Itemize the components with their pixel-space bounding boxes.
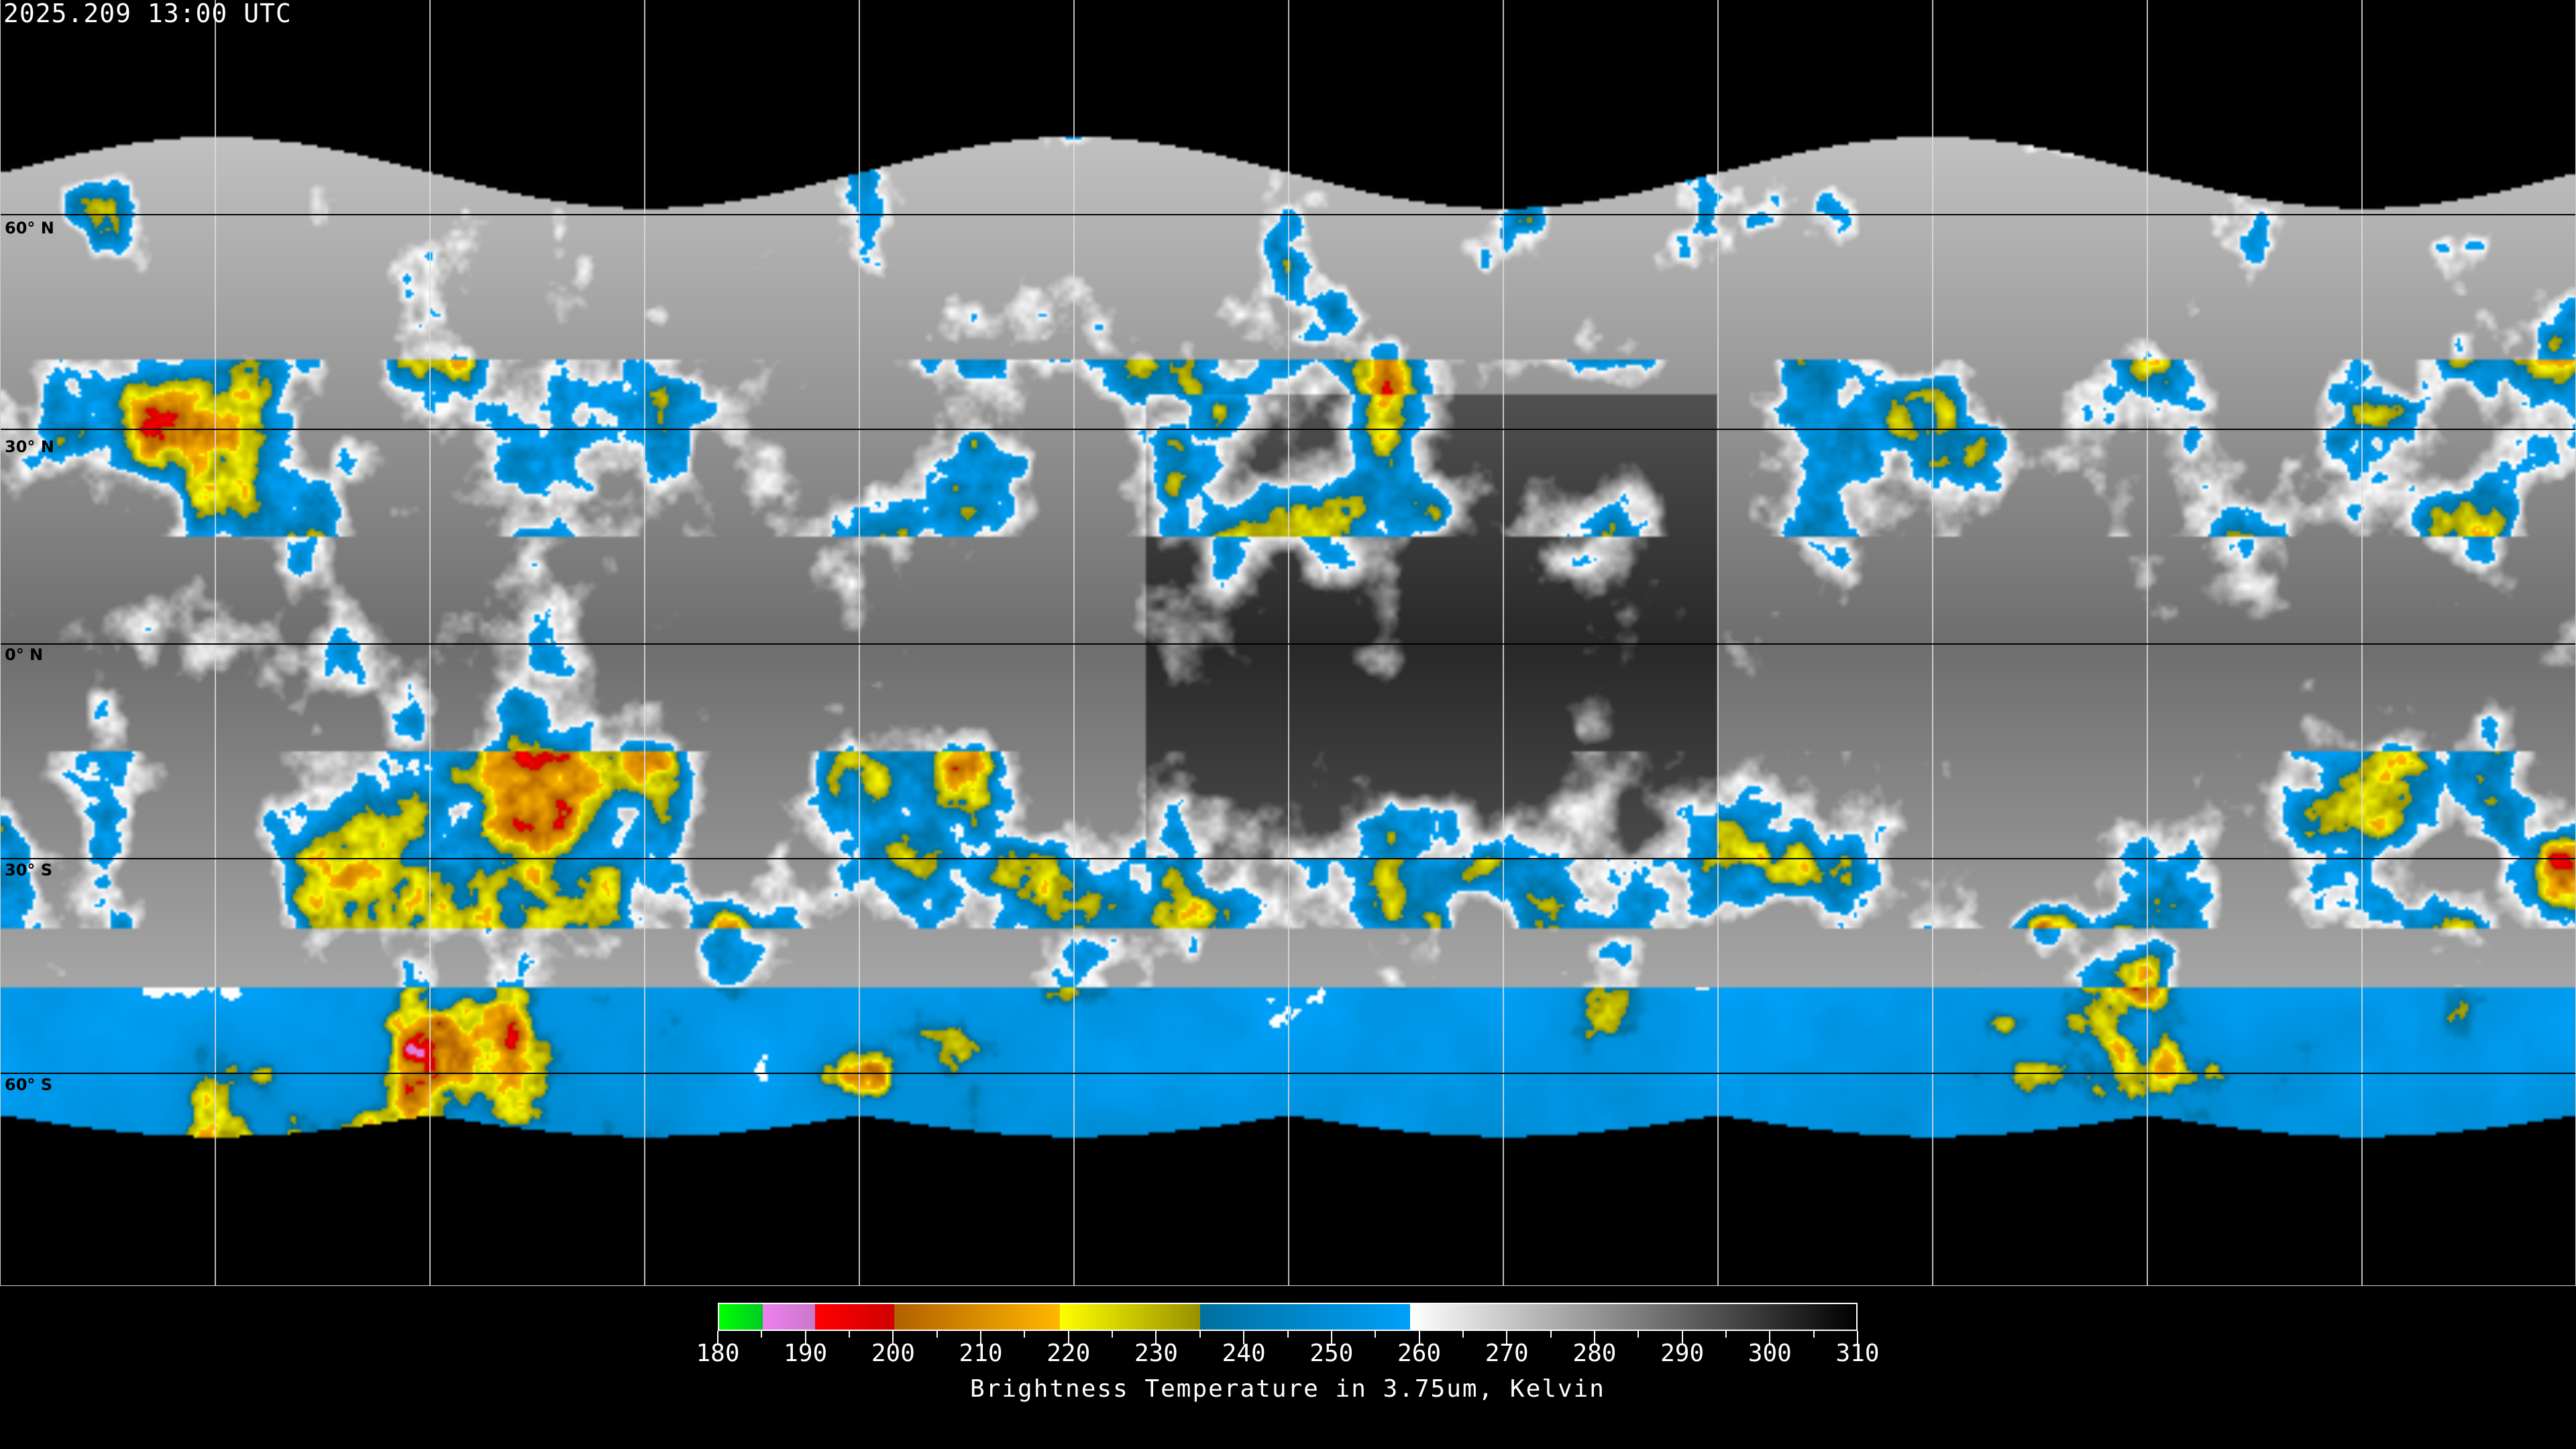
colorbar-tick [1593,1331,1595,1344]
colorbar-tick [849,1331,851,1338]
colorbar-tick [1506,1331,1508,1344]
satellite-map: 60° N 30° N 0° N 30° S 60° S 2025.209 13… [0,0,2576,1286]
colorbar-tick [761,1331,763,1338]
colorbar-segment [719,1304,763,1330]
colorbar-tick [1067,1331,1069,1344]
meridian-line [429,0,431,1285]
colorbar-tick [1857,1331,1858,1344]
colorbar-segment [763,1304,816,1330]
lat-label-30n: 30° N [5,437,54,456]
colorbar-tick [1024,1331,1026,1338]
colorbar-title: Brightness Temperature in 3.75um, Kelvin [970,1375,1605,1403]
colorbar-tick-label: 260 [1397,1340,1442,1367]
colorbar-segment [894,1304,1061,1330]
meridian-line [2361,0,2363,1285]
colorbar-tick-label: 250 [1309,1340,1354,1367]
meridian-line [1932,0,1933,1285]
colorbar-tick [1769,1331,1771,1344]
meridian-line [1288,0,1289,1285]
colorbar-tick [717,1331,718,1344]
colorbar-tick-label: 270 [1485,1340,1529,1367]
colorbar-tick [1155,1331,1157,1344]
colorbar-tick-label: 240 [1222,1340,1266,1367]
colorbar-tick-label: 230 [1134,1340,1178,1367]
colorbar-tick [1112,1331,1114,1338]
colorbar-tick [1243,1331,1245,1344]
colorbar-segment [1200,1304,1410,1330]
colorbar-tick [1287,1331,1289,1338]
colorbar-tick-label: 190 [784,1340,828,1367]
colorbar-tick-label: 210 [959,1340,1003,1367]
colorbar-tick-label: 280 [1572,1340,1617,1367]
colorbar-tick-label: 180 [696,1340,740,1367]
colorbar-tick [1813,1331,1815,1338]
parallel-line [1,643,2575,645]
meridian-line [215,0,216,1285]
colorbar-segment [815,1304,894,1330]
meridian-line [859,0,860,1285]
lat-label-60n: 60° N [5,219,54,237]
colorbar-tick [892,1331,894,1344]
meridian-line [1503,0,1504,1285]
colorbar-tick [1199,1331,1201,1338]
colorbar-tick [1418,1331,1420,1344]
meridian-line [1717,0,1719,1285]
colorbar-segment [1060,1304,1201,1330]
colorbar-tick-label: 200 [871,1340,915,1367]
colorbar-tick-label: 310 [1835,1340,1880,1367]
meridian-line [2147,0,2148,1285]
meridian-line [644,0,645,1285]
colorbar-tick-label: 220 [1046,1340,1091,1367]
parallel-line [1,1073,2575,1074]
colorbar-tick [1462,1331,1464,1338]
lat-label-0n: 0° N [5,645,44,664]
colorbar-tick [1330,1331,1332,1344]
meridian-line [1073,0,1075,1285]
colorbar [718,1303,1858,1331]
parallel-line [1,858,2575,859]
lat-label-60s: 60° S [5,1075,53,1094]
colorbar-tick-label: 300 [1748,1340,1792,1367]
parallel-line [1,214,2575,215]
colorbar-tick [936,1331,938,1338]
colorbar-tick [1550,1331,1552,1338]
lat-label-30s: 30° S [5,861,53,879]
colorbar-tick [980,1331,982,1344]
colorbar-tick [1681,1331,1683,1344]
colorbar-tick [1725,1331,1727,1338]
colorbar-segment [1410,1304,1856,1330]
timestamp: 2025.209 13:00 UTC [3,0,292,28]
colorbar-tick [1638,1331,1640,1338]
parallel-line [1,429,2575,430]
colorbar-tick [1375,1331,1377,1338]
colorbar-tick [804,1331,806,1344]
colorbar-tick-label: 290 [1660,1340,1705,1367]
